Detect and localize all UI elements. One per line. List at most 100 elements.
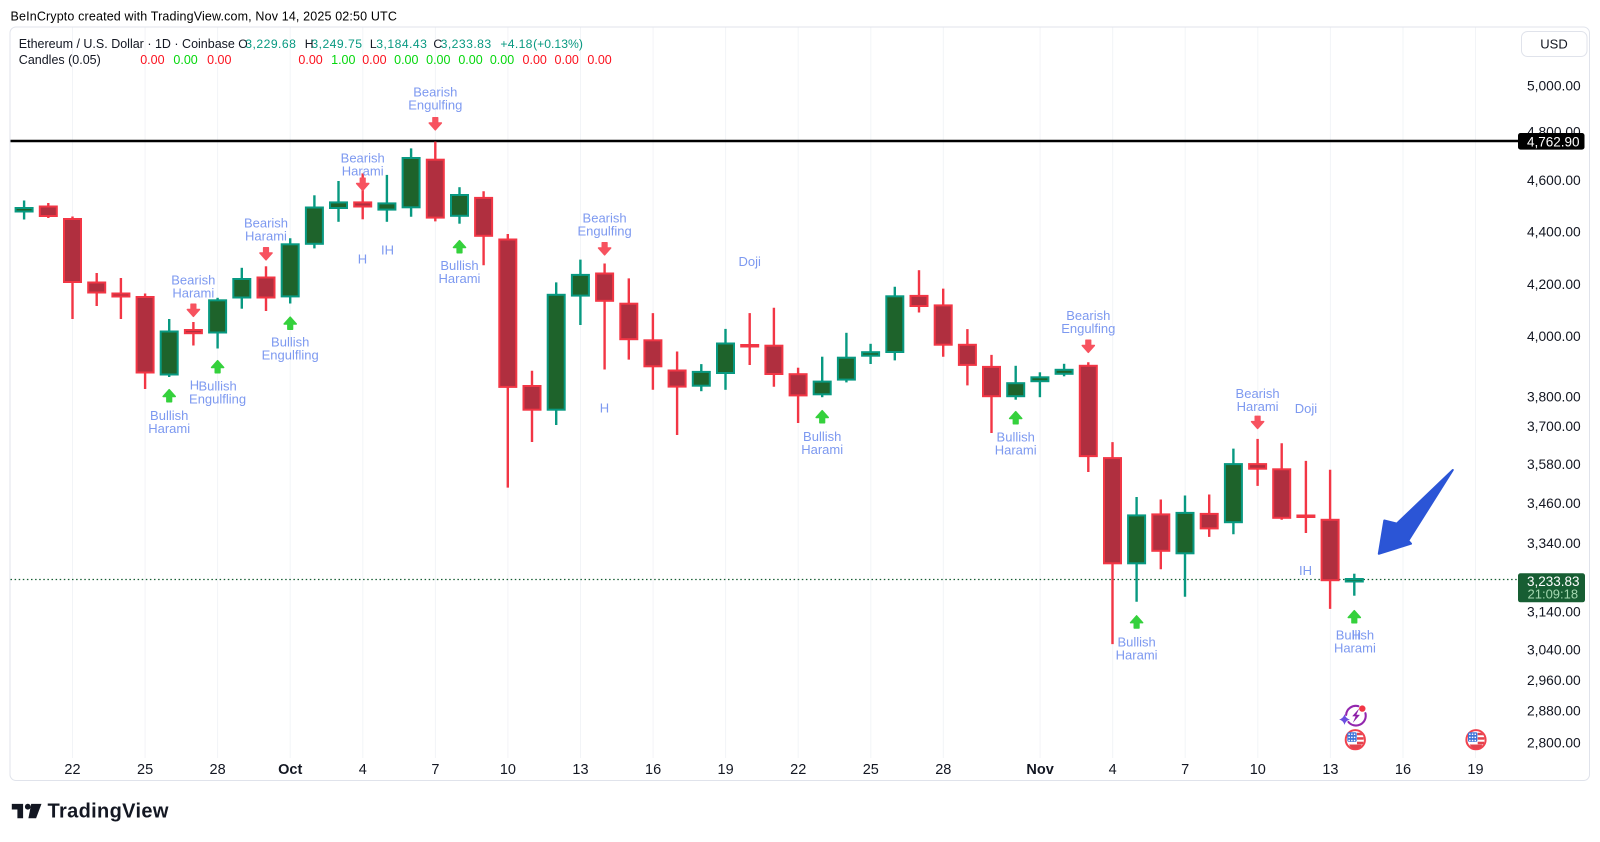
svg-text:3,229.68: 3,229.68 — [245, 37, 296, 51]
svg-text:Harami: Harami — [439, 271, 481, 286]
svg-text:2,800.00: 2,800.00 — [1527, 736, 1581, 751]
svg-text:Engulfing: Engulfing — [1061, 321, 1115, 336]
svg-text:Bearish: Bearish — [341, 151, 385, 166]
svg-text:3,800.00: 3,800.00 — [1527, 389, 1581, 404]
svg-text:Harami: Harami — [245, 229, 287, 244]
svg-text:3,040.00: 3,040.00 — [1527, 643, 1581, 658]
svg-text:3,140.00: 3,140.00 — [1527, 604, 1581, 619]
svg-text:22: 22 — [64, 762, 80, 778]
svg-text:C: C — [433, 37, 442, 51]
svg-text:3,233.83: 3,233.83 — [1527, 574, 1580, 589]
svg-text:4,400.00: 4,400.00 — [1527, 225, 1581, 240]
svg-text:10: 10 — [500, 762, 516, 778]
svg-text:16: 16 — [1395, 762, 1411, 778]
svg-text:0.00: 0.00 — [426, 53, 450, 67]
svg-text:13: 13 — [1322, 762, 1338, 778]
svg-text:28: 28 — [210, 762, 226, 778]
svg-text:Harami: Harami — [1237, 399, 1279, 414]
svg-text:Bullish: Bullish — [803, 429, 841, 444]
svg-text:Harami: Harami — [1334, 641, 1376, 656]
svg-text:0.00: 0.00 — [458, 53, 482, 67]
svg-text:2,960.00: 2,960.00 — [1527, 673, 1581, 688]
svg-text:5,000.00: 5,000.00 — [1527, 79, 1581, 94]
svg-text:Doji: Doji — [1295, 401, 1318, 416]
svg-text:0.00: 0.00 — [490, 53, 514, 67]
svg-text:7: 7 — [1181, 762, 1189, 778]
svg-text:Harami: Harami — [342, 164, 384, 179]
svg-text:19: 19 — [718, 762, 734, 778]
svg-text:Harami: Harami — [801, 442, 843, 457]
svg-text:+4.18: +4.18 — [500, 37, 532, 51]
svg-text:Engulfing: Engulfing — [408, 98, 462, 113]
svg-text:0.00: 0.00 — [207, 53, 231, 67]
svg-text:Oct: Oct — [278, 762, 302, 778]
svg-text:USD: USD — [1540, 37, 1567, 52]
svg-text:Engulfling: Engulfling — [262, 348, 319, 363]
svg-text:10: 10 — [1250, 762, 1266, 778]
svg-text:Bearish: Bearish — [171, 273, 215, 288]
svg-text:Harami: Harami — [995, 443, 1037, 458]
svg-text:Bearish: Bearish — [244, 216, 288, 231]
svg-text:Harami: Harami — [172, 286, 214, 301]
svg-text:4,600.00: 4,600.00 — [1527, 173, 1581, 188]
svg-text:13: 13 — [572, 762, 588, 778]
svg-text:Harami: Harami — [1116, 648, 1158, 663]
svg-text:0.00: 0.00 — [362, 53, 386, 67]
svg-text:Bullish: Bullish — [997, 430, 1035, 445]
svg-text:Bullish: Bullish — [1117, 635, 1155, 650]
svg-text:0.00: 0.00 — [555, 53, 579, 67]
svg-text:3,700.00: 3,700.00 — [1527, 419, 1581, 434]
svg-text:3,460.00: 3,460.00 — [1527, 496, 1581, 511]
svg-text:Bullish: Bullish — [1336, 628, 1374, 643]
svg-text:19: 19 — [1467, 762, 1483, 778]
svg-text:IH: IH — [381, 243, 394, 258]
svg-text:H: H — [600, 401, 609, 416]
svg-text:25: 25 — [863, 762, 879, 778]
svg-text:Bearish: Bearish — [413, 85, 457, 100]
svg-text:Bullish: Bullish — [271, 335, 309, 350]
svg-text:4,200.00: 4,200.00 — [1527, 277, 1581, 292]
svg-text:Doji: Doji — [738, 254, 761, 269]
svg-text:3,249.75: 3,249.75 — [311, 37, 362, 51]
svg-text:L: L — [370, 37, 377, 51]
svg-text:7: 7 — [431, 762, 439, 778]
svg-text:25: 25 — [137, 762, 153, 778]
svg-text:H: H — [190, 378, 199, 393]
svg-text:Ethereum / U.S. Dollar · 1D ·: Ethereum / U.S. Dollar · 1D · Coinbase — [19, 37, 235, 51]
svg-text:3,233.83: 3,233.83 — [441, 37, 492, 51]
svg-text:4: 4 — [1109, 762, 1117, 778]
svg-text:Bullish: Bullish — [150, 408, 188, 423]
svg-text:22: 22 — [790, 762, 806, 778]
svg-text:H: H — [305, 37, 314, 51]
svg-text:Bearish: Bearish — [1066, 308, 1110, 323]
svg-text:4: 4 — [359, 762, 367, 778]
svg-text:3,340.00: 3,340.00 — [1527, 536, 1581, 551]
svg-text:4,762.90: 4,762.90 — [1527, 134, 1580, 149]
svg-text:0.00: 0.00 — [140, 53, 164, 67]
svg-text:Bullish: Bullish — [198, 379, 236, 394]
svg-text:3,184.43: 3,184.43 — [376, 37, 427, 51]
svg-text:0.00: 0.00 — [173, 53, 197, 67]
svg-text:H: H — [358, 252, 367, 267]
svg-text:IH: IH — [1299, 563, 1312, 578]
svg-text:Candles (0.05): Candles (0.05) — [19, 53, 101, 67]
svg-text:1.00: 1.00 — [331, 53, 355, 67]
svg-text:0.00: 0.00 — [587, 53, 611, 67]
svg-text:16: 16 — [645, 762, 661, 778]
svg-text:O: O — [238, 37, 247, 51]
svg-text:4,000.00: 4,000.00 — [1527, 329, 1581, 344]
svg-text:(+0.13%): (+0.13%) — [533, 37, 583, 51]
svg-text:BeInCrypto created with Tradin: BeInCrypto created with TradingView.com,… — [11, 10, 398, 24]
svg-text:2,880.00: 2,880.00 — [1527, 704, 1581, 719]
svg-text:Engulfling: Engulfling — [189, 392, 246, 407]
svg-text:21:09:18: 21:09:18 — [1528, 587, 1579, 602]
svg-text:H: H — [1352, 628, 1361, 643]
svg-text:3,580.00: 3,580.00 — [1527, 457, 1581, 472]
svg-text:Harami: Harami — [148, 421, 190, 436]
svg-text:Bullish: Bullish — [440, 258, 478, 273]
svg-text:28: 28 — [935, 762, 951, 778]
svg-text:TradingView: TradingView — [48, 801, 169, 823]
svg-text:Engulfing: Engulfing — [577, 223, 631, 238]
svg-text:Nov: Nov — [1026, 762, 1053, 778]
svg-text:Bearish: Bearish — [1236, 386, 1280, 401]
